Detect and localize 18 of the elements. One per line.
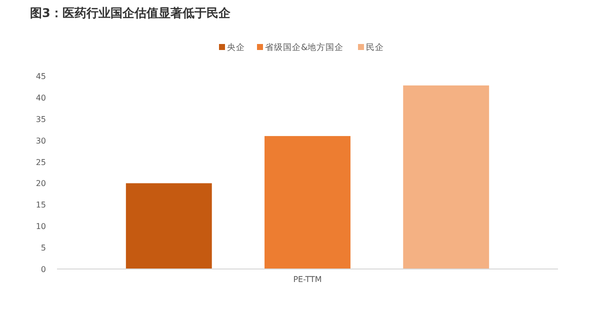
y-tick-label: 15 xyxy=(36,200,46,210)
y-tick-label: 5 xyxy=(40,244,46,253)
y-tick-label: 40 xyxy=(36,93,46,102)
y-tick-label: 20 xyxy=(36,179,46,188)
bar xyxy=(264,136,350,269)
y-tick-label: 10 xyxy=(36,222,46,232)
legend-label: 省级国企&地方国企 xyxy=(265,42,344,53)
y-tick-label: 35 xyxy=(36,114,46,124)
bar xyxy=(126,183,212,269)
legend-label: 民企 xyxy=(366,42,384,53)
x-tick-label: PE-TTM xyxy=(293,275,322,284)
y-tick-label: 30 xyxy=(36,136,46,146)
legend-label: 央企 xyxy=(227,42,245,53)
y-tick-label: 25 xyxy=(36,158,46,167)
y-tick-label: 0 xyxy=(40,265,46,274)
bar xyxy=(403,85,490,269)
y-tick-label: 45 xyxy=(36,72,46,81)
chart-title: 图3：医药行业国企估值显著低于民企 xyxy=(30,6,232,20)
